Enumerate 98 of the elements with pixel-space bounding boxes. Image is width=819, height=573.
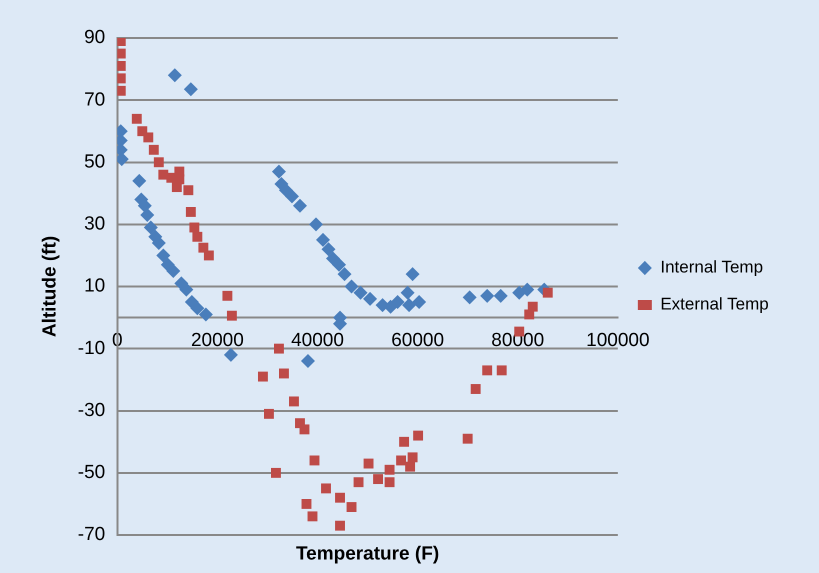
point <box>316 232 330 247</box>
point <box>335 520 345 531</box>
y-tick-label: 70 <box>84 89 106 110</box>
point <box>412 295 426 310</box>
point <box>462 290 477 304</box>
point <box>289 396 299 406</box>
point <box>272 164 286 179</box>
point <box>144 220 158 234</box>
point <box>152 236 166 250</box>
point <box>396 456 406 466</box>
y-tick-label: 10 <box>84 276 106 297</box>
point <box>183 185 194 196</box>
point <box>198 307 213 322</box>
point <box>117 48 126 58</box>
point <box>132 114 142 124</box>
point <box>494 288 508 303</box>
point <box>154 157 164 168</box>
point <box>308 217 323 232</box>
point <box>132 174 146 188</box>
point <box>156 248 170 262</box>
point <box>402 298 416 312</box>
point <box>184 82 198 96</box>
point <box>413 430 424 441</box>
point <box>408 452 418 462</box>
point <box>166 264 180 278</box>
point <box>344 280 359 294</box>
point <box>400 286 415 300</box>
point <box>117 61 126 71</box>
point <box>310 456 320 466</box>
legend-label: Internal Temp <box>660 258 764 277</box>
point <box>480 288 494 303</box>
point <box>300 354 315 368</box>
y-tick-label: -70 <box>78 524 106 546</box>
point <box>189 222 200 232</box>
point <box>198 242 208 253</box>
point <box>354 286 368 300</box>
point <box>226 310 237 321</box>
x-tick-label: 100000 <box>586 330 650 352</box>
point <box>542 288 553 298</box>
point <box>338 267 352 282</box>
point <box>321 483 331 494</box>
point <box>496 365 507 376</box>
point <box>363 292 378 306</box>
point <box>302 498 312 509</box>
point <box>300 424 310 434</box>
point <box>179 282 194 297</box>
point <box>143 132 154 142</box>
point <box>190 301 204 316</box>
point <box>279 368 289 378</box>
y-axis-title: Altitude (ft) <box>40 236 61 338</box>
point <box>204 250 214 260</box>
y-tick-label: -10 <box>78 338 106 359</box>
point <box>224 348 238 362</box>
point <box>140 208 154 222</box>
point <box>335 492 345 503</box>
point <box>528 302 538 312</box>
point <box>117 38 126 46</box>
point <box>346 502 356 512</box>
point <box>399 436 410 447</box>
point <box>354 477 364 488</box>
y-tick-label: 90 <box>84 27 106 48</box>
point <box>148 144 159 155</box>
y-tick-label: -50 <box>78 462 106 484</box>
point <box>284 189 299 204</box>
point <box>332 258 346 272</box>
point <box>482 365 492 376</box>
point <box>292 198 307 213</box>
point <box>322 242 336 256</box>
point <box>168 68 182 82</box>
x-tick-label: 60000 <box>391 330 444 352</box>
y-tick-label: 30 <box>84 214 106 235</box>
point <box>258 372 268 382</box>
point <box>406 267 420 282</box>
point <box>364 458 374 469</box>
point <box>390 295 405 310</box>
point <box>308 511 318 522</box>
point <box>470 384 481 394</box>
point <box>520 282 534 297</box>
point <box>117 73 126 84</box>
y-tick-label: 50 <box>84 151 106 172</box>
point <box>186 207 196 217</box>
point <box>384 464 395 475</box>
point <box>264 408 274 419</box>
point <box>192 232 202 242</box>
point <box>138 198 152 213</box>
point <box>384 477 395 488</box>
x-tick-label: 40000 <box>291 330 344 352</box>
point <box>274 344 284 354</box>
legend-label: External Temp <box>660 294 769 314</box>
y-tick-label: -30 <box>78 400 106 421</box>
point <box>405 462 416 472</box>
point <box>222 290 232 301</box>
x-axis-title: Temperature (F) <box>296 544 440 565</box>
point <box>373 474 384 484</box>
point <box>270 468 281 478</box>
x-tick-label: 20000 <box>190 330 244 352</box>
point <box>462 434 473 444</box>
point <box>117 86 126 96</box>
